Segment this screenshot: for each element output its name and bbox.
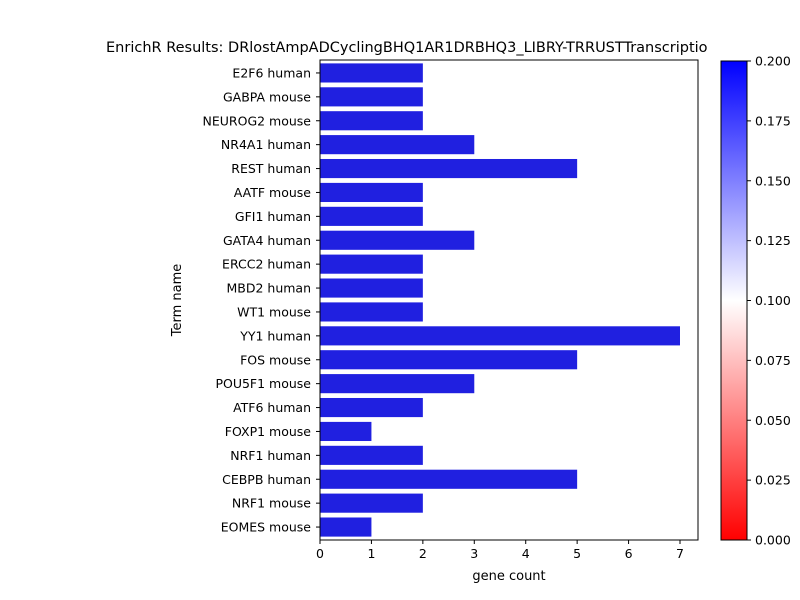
bar [320,278,423,298]
bar [320,206,423,226]
bar [320,421,372,442]
y-tick-label: E2F6 human [232,65,311,80]
colorbar-tick-label: 0.125 [755,233,791,248]
y-tick-label: ERCC2 human [222,257,311,272]
y-tick-label: CEBPB human [222,472,311,487]
colorbar-tick-label: 0.075 [755,353,791,368]
bar [320,302,423,322]
bar [320,230,475,250]
x-tick-label: 3 [470,546,478,561]
x-tick-label: 1 [367,546,375,561]
bar [320,397,423,418]
y-tick-label: NR4A1 human [221,137,311,152]
bar [320,469,578,489]
y-tick-label: REST human [231,161,311,176]
y-axis: E2F6 human GABPA mouse NEUROG2 mouse NR4A1 … [203,65,320,535]
bar [320,326,680,346]
plot-frame [319,59,699,541]
bar [320,158,578,179]
colorbar-tick-label: 0.200 [755,54,791,69]
x-tick-label: 2 [419,546,427,561]
bar [320,493,423,513]
y-tick-label: GABPA mouse [223,89,311,104]
bar [320,445,423,465]
y-tick-label: FOXP1 mouse [225,424,312,439]
y-tick-label: EOMES mouse [221,520,312,535]
colorbar [720,60,748,541]
y-axis-label: Term name [170,264,185,338]
colorbar-tick-label: 0.100 [755,293,791,308]
x-tick-label: 4 [522,546,530,561]
bar [320,254,423,274]
bars [320,63,680,537]
y-tick-label: NEUROG2 mouse [203,113,312,128]
colorbar-tick-label: 0.150 [755,173,791,188]
bar [320,135,475,155]
x-tick-label: 6 [625,546,633,561]
x-axis-label: gene count [472,569,545,584]
y-tick-label: GATA4 human [223,233,311,248]
x-tick-label: 0 [316,546,324,561]
bar [320,87,423,107]
y-tick-label: GFI1 human [235,209,311,224]
y-tick-label: POU5F1 mouse [215,376,311,391]
bar [320,517,372,537]
y-tick-label: YY1 human [239,328,311,343]
colorbar-tick-label: 0.000 [755,533,791,548]
y-tick-label: ATF6 human [233,400,311,415]
y-tick-label: FOS mouse [240,352,311,367]
colorbar-tick-label: 0.025 [755,473,791,488]
bar [320,350,578,370]
bar [320,111,423,131]
y-tick-label: WT1 mouse [237,304,311,319]
x-tick-label: 5 [573,546,581,561]
chart-title: EnrichR Results: DRlostAmpADCyclingBHQ1A… [106,40,708,56]
colorbar-axis: 0.000 0.025 0.050 0.075 0.100 0.125 0.150 0.175… [747,54,791,548]
x-tick-label: 7 [676,546,684,561]
y-tick-label: AATF mouse [234,185,312,200]
x-axis: 0 1 2 3 4 5 6 7 [316,540,684,561]
y-tick-label: NRF1 mouse [232,496,311,511]
colorbar-tick-label: 0.175 [755,113,791,128]
bar [320,182,423,203]
bar [320,63,423,83]
y-tick-label: MBD2 human [226,281,311,296]
bar [320,374,475,394]
colorbar-tick-label: 0.050 [755,413,791,428]
y-tick-label: NRF1 human [230,448,311,463]
